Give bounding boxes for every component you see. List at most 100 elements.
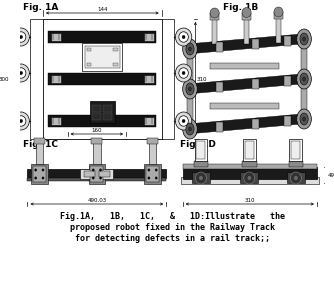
Bar: [48, 31, 156, 43]
Circle shape: [182, 71, 185, 75]
Ellipse shape: [183, 79, 197, 99]
Polygon shape: [187, 74, 301, 94]
Ellipse shape: [300, 113, 308, 125]
Circle shape: [195, 172, 206, 184]
Ellipse shape: [297, 69, 311, 89]
Circle shape: [16, 32, 26, 42]
Bar: [183, 167, 317, 179]
Bar: [289, 161, 303, 167]
Bar: [215, 82, 223, 92]
Circle shape: [175, 28, 192, 46]
Bar: [215, 42, 223, 52]
Ellipse shape: [297, 29, 311, 49]
Circle shape: [274, 7, 283, 17]
Bar: [91, 166, 103, 182]
Ellipse shape: [300, 73, 308, 85]
Circle shape: [92, 177, 94, 179]
Bar: [215, 122, 223, 132]
Bar: [90, 101, 115, 123]
Bar: [242, 13, 251, 19]
Bar: [276, 15, 281, 43]
Circle shape: [210, 8, 219, 18]
Circle shape: [16, 116, 26, 126]
Bar: [147, 138, 158, 144]
Circle shape: [294, 176, 298, 181]
Text: for detecting defects in a rail track;;: for detecting defects in a rail track;;: [75, 234, 270, 243]
Text: 144: 144: [97, 6, 108, 11]
Bar: [284, 76, 291, 86]
Bar: [252, 119, 259, 129]
Ellipse shape: [189, 87, 191, 91]
Bar: [244, 16, 249, 44]
Text: 490.03: 490.03: [87, 198, 107, 203]
Circle shape: [35, 177, 37, 179]
Ellipse shape: [189, 47, 191, 51]
Bar: [113, 48, 118, 51]
Bar: [36, 142, 43, 164]
Circle shape: [182, 35, 185, 39]
Bar: [194, 161, 208, 167]
Text: Fig.1A,   1B,   1C,   &   1D:Illustrate   the: Fig.1A, 1B, 1C, & 1D:Illustrate the: [60, 212, 285, 221]
Bar: [146, 166, 159, 182]
Bar: [274, 12, 283, 19]
Bar: [43, 19, 162, 139]
Bar: [210, 13, 219, 20]
Circle shape: [155, 177, 157, 179]
Circle shape: [92, 169, 94, 171]
Bar: [210, 103, 279, 109]
Circle shape: [100, 169, 102, 171]
Bar: [85, 46, 120, 68]
Text: 300: 300: [0, 76, 9, 81]
Bar: [287, 172, 305, 183]
Text: Fig. 1B: Fig. 1B: [223, 3, 258, 12]
Ellipse shape: [303, 77, 305, 81]
Polygon shape: [187, 114, 301, 134]
Bar: [34, 138, 45, 144]
Bar: [30, 19, 43, 139]
Circle shape: [16, 68, 26, 78]
Circle shape: [179, 32, 188, 42]
Bar: [252, 79, 259, 89]
Circle shape: [13, 112, 29, 130]
Ellipse shape: [186, 83, 194, 95]
Bar: [290, 139, 302, 161]
Text: 160: 160: [92, 128, 102, 133]
Bar: [144, 33, 154, 41]
Ellipse shape: [297, 109, 311, 129]
Text: Fig. 1C: Fig. 1C: [23, 140, 58, 149]
Bar: [89, 164, 105, 184]
Bar: [301, 34, 307, 124]
Bar: [33, 166, 46, 182]
Bar: [103, 105, 112, 112]
Text: 310: 310: [244, 198, 255, 203]
Bar: [212, 16, 217, 44]
Circle shape: [242, 8, 251, 18]
Bar: [181, 177, 319, 184]
Bar: [80, 169, 113, 179]
Bar: [144, 117, 154, 125]
Text: 310: 310: [197, 76, 207, 81]
Circle shape: [182, 119, 185, 123]
Circle shape: [179, 68, 188, 78]
Bar: [27, 169, 166, 178]
Bar: [284, 116, 291, 126]
Bar: [245, 141, 254, 159]
Ellipse shape: [186, 123, 194, 135]
Bar: [240, 172, 259, 183]
Bar: [92, 105, 102, 112]
Bar: [51, 75, 61, 83]
Bar: [87, 48, 92, 51]
Bar: [162, 19, 174, 139]
Bar: [82, 43, 123, 71]
Bar: [243, 139, 256, 161]
Bar: [103, 113, 112, 120]
Circle shape: [199, 176, 203, 181]
Bar: [51, 33, 61, 41]
Circle shape: [13, 64, 29, 82]
Ellipse shape: [189, 127, 191, 131]
Circle shape: [100, 177, 102, 179]
Circle shape: [42, 177, 44, 179]
Bar: [149, 142, 156, 164]
Bar: [192, 172, 210, 183]
Bar: [93, 142, 101, 164]
